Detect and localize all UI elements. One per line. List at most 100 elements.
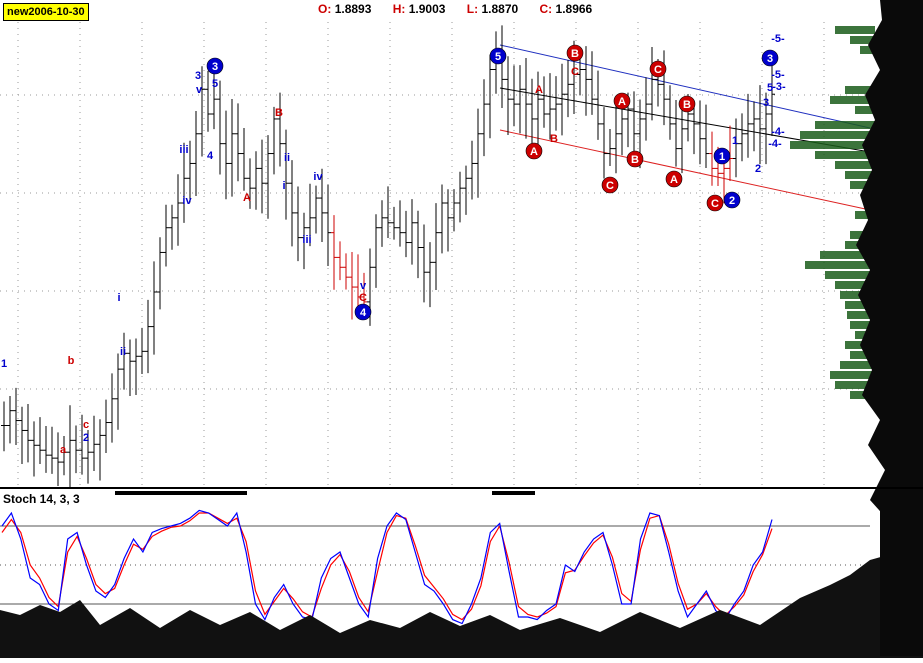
price-bar xyxy=(691,100,697,155)
svg-text:-4-: -4- xyxy=(771,126,785,138)
low-key: L: xyxy=(466,2,479,16)
volume-profile-bar xyxy=(845,301,875,309)
price-bar xyxy=(205,70,211,132)
wave-label: 2 xyxy=(755,163,761,175)
price-bar xyxy=(457,171,463,223)
price-bar xyxy=(595,70,601,140)
price-bar xyxy=(223,110,229,200)
wave-label: ii xyxy=(120,346,126,358)
price-bar xyxy=(613,98,619,174)
svg-text:3: 3 xyxy=(212,61,218,73)
svg-text:ii: ii xyxy=(120,346,126,358)
wave-label: 3 xyxy=(763,97,769,109)
price-bar xyxy=(109,373,115,443)
svg-text:5: 5 xyxy=(767,82,773,94)
svg-text:B: B xyxy=(571,48,579,60)
svg-text:A: A xyxy=(670,174,678,186)
price-bar xyxy=(313,185,319,234)
stoch-label: Stoch 14, 3, 3 xyxy=(3,492,80,506)
price-bar xyxy=(445,189,451,252)
price-bar xyxy=(79,414,85,475)
close-key: C: xyxy=(539,2,553,16)
price-bar xyxy=(43,426,49,473)
stoch-right-edge xyxy=(880,496,923,656)
price-bar xyxy=(511,65,517,127)
wave-label: B xyxy=(550,133,558,145)
wave-label: 1 xyxy=(732,135,738,147)
price-bar xyxy=(391,206,397,240)
wave-label: iii xyxy=(302,234,311,246)
close-value: 1.8966 xyxy=(555,2,593,16)
price-bar xyxy=(163,204,169,267)
wave-label: 4 xyxy=(354,303,372,321)
price-bar xyxy=(271,106,277,175)
price-bar xyxy=(751,101,757,152)
price-bar xyxy=(433,203,439,291)
price-bar xyxy=(67,405,73,487)
svg-text:A: A xyxy=(243,192,251,204)
open-key: O: xyxy=(318,2,332,16)
svg-text:2: 2 xyxy=(755,163,761,175)
price-bar xyxy=(295,186,301,262)
svg-text:v: v xyxy=(196,84,203,96)
price-bar xyxy=(229,98,235,197)
price-bar xyxy=(541,76,547,128)
price-bar xyxy=(61,435,67,476)
svg-text:B: B xyxy=(631,154,639,166)
price-bar xyxy=(199,66,205,157)
svg-text:C: C xyxy=(359,292,367,304)
price-bar xyxy=(385,186,391,239)
volume-profile-bar xyxy=(830,371,875,379)
svg-text:iii: iii xyxy=(179,144,188,156)
stoch-d-line xyxy=(1,512,773,621)
wave-label: -5- xyxy=(771,33,785,45)
svg-text:iii: iii xyxy=(302,234,311,246)
price-bars xyxy=(1,25,775,487)
price-bar xyxy=(661,50,667,126)
volume-profile-bar xyxy=(850,181,875,189)
svg-text:1: 1 xyxy=(1,358,7,370)
open-value: 1.8893 xyxy=(334,2,372,16)
price-bar xyxy=(499,25,505,109)
svg-text:b: b xyxy=(68,355,75,367)
price-bar xyxy=(151,261,157,355)
price-bar xyxy=(589,51,595,115)
price-bar xyxy=(265,135,271,219)
price-bar xyxy=(373,214,379,288)
ohlc-readout: O: 1.8893 H: 1.9003 L: 1.8870 C: 1.8966 xyxy=(318,2,610,16)
price-bar xyxy=(487,54,493,139)
wave-label: 2 xyxy=(83,432,89,444)
wave-label: v xyxy=(360,280,367,292)
svg-text:A: A xyxy=(530,146,538,158)
price-bar xyxy=(421,224,427,303)
svg-text:A: A xyxy=(618,96,626,108)
bottom-edge-shadow xyxy=(0,545,923,658)
low-value: 1.8870 xyxy=(481,2,519,16)
svg-text:2: 2 xyxy=(729,195,735,207)
volume-profile-bar xyxy=(840,361,875,369)
price-bar xyxy=(193,111,199,197)
price-bar xyxy=(133,338,139,395)
wave-label: ii xyxy=(284,152,290,164)
price-bar xyxy=(337,241,343,281)
price-bar xyxy=(355,254,361,313)
price-bar xyxy=(319,168,325,243)
price-bar xyxy=(139,327,145,374)
volume-profile-bar xyxy=(800,131,875,139)
price-bar xyxy=(547,73,553,140)
price-bar xyxy=(211,68,217,130)
price-bar xyxy=(529,78,535,156)
price-bar xyxy=(283,129,289,220)
price-bar xyxy=(559,63,565,136)
volume-profile-bar xyxy=(850,321,875,329)
price-bar xyxy=(301,212,307,270)
svg-text:A: A xyxy=(535,84,543,96)
volume-profile-bar xyxy=(860,46,875,54)
svg-text:5: 5 xyxy=(212,78,218,90)
price-bar xyxy=(769,62,775,137)
price-bar xyxy=(673,100,679,167)
volume-profile-bar xyxy=(845,171,875,179)
price-bar xyxy=(451,189,457,232)
wave-label: 1 xyxy=(713,147,731,165)
wave-label: A xyxy=(613,92,631,110)
